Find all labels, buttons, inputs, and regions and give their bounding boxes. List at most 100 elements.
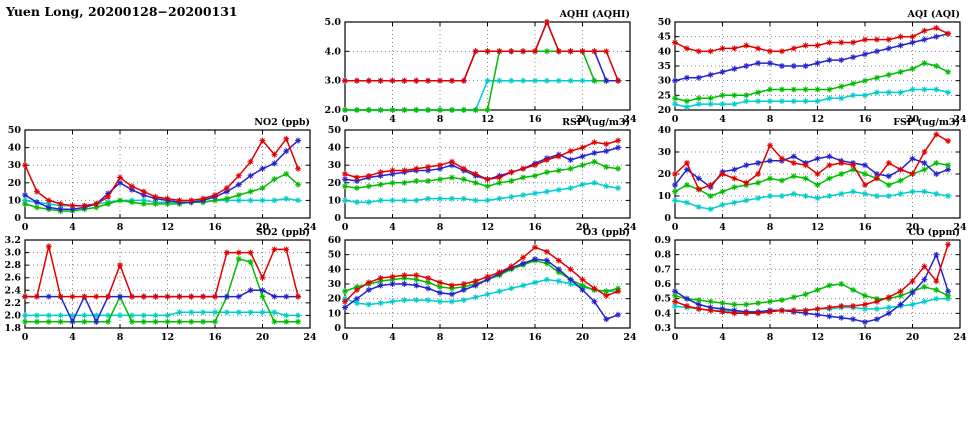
svg-text:12: 12: [161, 332, 174, 343]
svg-text:4.0: 4.0: [324, 46, 341, 57]
chart-aqi: AQI (AQI) 0 4 8 12 16 20 24 20 25 30 35 40 45 50: [650, 8, 972, 128]
svg-text:0: 0: [342, 332, 349, 343]
svg-text:0.7: 0.7: [654, 264, 671, 275]
svg-text:20: 20: [906, 332, 920, 343]
svg-text:16: 16: [528, 222, 542, 233]
svg-text:40: 40: [658, 125, 672, 136]
chart-rsp: RSP (ug/m3) 0 4 8 12 16 20 24 0 10 20 30 40 50: [320, 116, 642, 236]
svg-text:12: 12: [811, 114, 824, 125]
svg-text:8: 8: [117, 222, 124, 233]
svg-text:30: 30: [8, 160, 22, 171]
svg-text:10: 10: [658, 191, 672, 202]
svg-text:16: 16: [858, 114, 872, 125]
svg-text:16: 16: [528, 332, 542, 343]
svg-text:0: 0: [22, 222, 29, 233]
svg-text:30: 30: [658, 147, 672, 158]
svg-text:30: 30: [328, 279, 342, 290]
svg-text:0: 0: [342, 222, 349, 233]
svg-text:4: 4: [719, 332, 726, 343]
svg-text:8: 8: [117, 332, 124, 343]
svg-text:20: 20: [576, 114, 590, 125]
svg-text:0: 0: [672, 332, 679, 343]
svg-text:2.2: 2.2: [4, 298, 21, 309]
svg-text:12: 12: [481, 332, 494, 343]
svg-text:24: 24: [623, 114, 637, 125]
chart-title-no2: NO2 (ppb): [254, 117, 310, 128]
svg-text:0: 0: [342, 114, 349, 125]
svg-text:16: 16: [208, 332, 222, 343]
chart-title-o3: O3 (ppb): [582, 227, 630, 238]
svg-text:24: 24: [303, 222, 317, 233]
svg-text:0.9: 0.9: [654, 235, 671, 246]
svg-text:8: 8: [767, 114, 774, 125]
svg-text:50: 50: [328, 250, 342, 261]
svg-text:4: 4: [719, 114, 726, 125]
chart-aqhi: AQHI (AQHI) 0 4 8 12 16 20 24 2.0 3.0 4.0 5.0: [320, 8, 642, 128]
svg-text:8: 8: [437, 332, 444, 343]
svg-text:30: 30: [658, 76, 672, 87]
svg-text:10: 10: [328, 308, 342, 319]
svg-text:16: 16: [858, 332, 872, 343]
svg-text:40: 40: [328, 143, 342, 154]
svg-text:4: 4: [389, 222, 396, 233]
aqi-plot-canvas: 0 4 8 12 16 20 24 20 25 30 35 40 45 50: [658, 17, 967, 125]
svg-text:0: 0: [672, 222, 679, 233]
svg-text:40: 40: [8, 143, 22, 154]
svg-text:3.0: 3.0: [4, 248, 21, 259]
svg-text:8: 8: [767, 332, 774, 343]
svg-text:2.8: 2.8: [4, 260, 21, 271]
svg-text:0: 0: [672, 114, 679, 125]
svg-text:4: 4: [69, 332, 76, 343]
svg-text:3.2: 3.2: [4, 235, 21, 246]
svg-text:25: 25: [658, 90, 671, 101]
svg-text:24: 24: [623, 332, 637, 343]
svg-text:8: 8: [437, 222, 444, 233]
svg-text:0.8: 0.8: [654, 250, 671, 261]
svg-text:12: 12: [481, 114, 494, 125]
svg-text:16: 16: [208, 222, 222, 233]
svg-text:24: 24: [953, 332, 967, 343]
chart-so2: SO2 (ppb) 0 4 8 12 16 20 24 1.8 2.0 2.2 2.4 2.6 2.8 3…: [0, 226, 322, 346]
no2-plot-canvas: 0 4 8 12 16 20 24 0 10 20 30 40 50: [8, 125, 317, 233]
chart-fsp: FSP (ug/m3) 0 4 8 12 16 20 24 0 10 20 30 40: [650, 116, 972, 236]
svg-text:0.6: 0.6: [654, 279, 671, 290]
so2-plot-canvas: 0 4 8 12 16 20 24 1.8 2.02.2 2.42.6 2.83.0 3.2: [4, 235, 317, 343]
svg-text:35: 35: [658, 61, 671, 72]
svg-text:0: 0: [664, 213, 671, 224]
svg-text:20: 20: [8, 178, 22, 189]
svg-text:20: 20: [658, 105, 672, 116]
svg-text:2.4: 2.4: [4, 285, 21, 296]
svg-text:20: 20: [256, 332, 270, 343]
svg-text:40: 40: [658, 46, 672, 57]
svg-text:20: 20: [906, 222, 920, 233]
svg-text:20: 20: [328, 178, 342, 189]
svg-text:10: 10: [8, 195, 22, 206]
svg-text:4: 4: [389, 332, 396, 343]
chart-co: CO (ppm) 0 4 8 12 16 20 24 0.3 0.4 0.5 0.6 0.7 0.8 0.…: [650, 226, 972, 346]
svg-text:45: 45: [658, 32, 671, 43]
svg-text:20: 20: [576, 332, 590, 343]
chart-title-co: CO (ppm): [908, 227, 960, 238]
svg-text:20: 20: [906, 114, 920, 125]
svg-text:24: 24: [953, 222, 967, 233]
chart-no2: NO2 (ppb) 0 4 8 12 16 20 24 0 10 20 30 40 50: [0, 116, 322, 236]
o3-plot-canvas: 0 4 8 12 16 20 24 0 10 20 30 40 50 60: [328, 235, 637, 343]
page-title: Yuen Long, 20200128−20200131: [6, 4, 238, 19]
svg-text:16: 16: [528, 114, 542, 125]
rsp-plot-canvas: 0 4 8 12 16 20 24 0 10 20 30 40 50: [328, 125, 637, 233]
svg-text:12: 12: [811, 332, 824, 343]
svg-text:3.0: 3.0: [324, 76, 341, 87]
svg-text:8: 8: [767, 222, 774, 233]
svg-text:8: 8: [437, 114, 444, 125]
svg-text:20: 20: [256, 222, 270, 233]
svg-text:0.5: 0.5: [654, 294, 671, 305]
svg-text:12: 12: [811, 222, 824, 233]
fsp-plot-canvas: 0 4 8 12 16 20 24 0 10 20 30 40: [658, 125, 967, 233]
svg-text:1.8: 1.8: [4, 323, 21, 334]
svg-text:4: 4: [69, 222, 76, 233]
svg-text:24: 24: [623, 222, 637, 233]
svg-text:0: 0: [14, 213, 21, 224]
svg-text:60: 60: [328, 235, 342, 246]
svg-text:50: 50: [328, 125, 342, 136]
svg-text:20: 20: [576, 222, 590, 233]
